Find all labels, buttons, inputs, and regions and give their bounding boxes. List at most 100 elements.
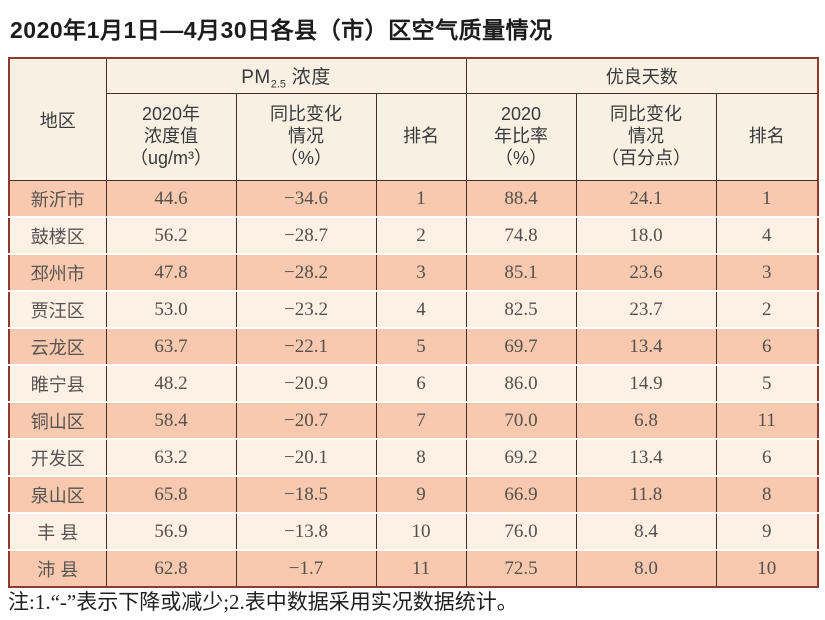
pm-value-cell: 58.4 bbox=[105, 401, 237, 439]
days-rank-cell: 6 bbox=[715, 327, 819, 365]
days-rate-cell: 66.9 bbox=[465, 475, 577, 513]
days-rate-cell: 82.5 bbox=[465, 290, 577, 328]
table-body: 新沂市 44.6 −34.6 1 88.4 24.1 1 鼓楼区 56.2 −28.7 2 74.8 1… bbox=[8, 180, 819, 587]
table-row: 云龙区 63.7 −22.1 5 69.7 13.4 6 bbox=[8, 327, 819, 365]
table-row: 铜山区 58.4 −20.7 7 70.0 6.8 11 bbox=[8, 401, 819, 439]
pm25-label-suffix: 浓度 bbox=[286, 66, 331, 88]
days-change-cell: 24.1 bbox=[575, 180, 717, 217]
pm25-label-subscript: 2.5 bbox=[270, 78, 287, 91]
table-row: 沛 县 62.8 −1.7 11 72.5 8.0 10 bbox=[8, 549, 819, 587]
pm-value-cell: 63.7 bbox=[105, 327, 237, 365]
days-rank-cell: 11 bbox=[715, 401, 819, 439]
header-group-good-days: 优良天数 bbox=[465, 58, 819, 94]
pm-change-cell: −20.1 bbox=[235, 438, 377, 476]
days-rate-cell: 69.7 bbox=[465, 327, 577, 365]
days-rate-cell: 85.1 bbox=[465, 253, 577, 291]
pm-change-cell: −1.7 bbox=[235, 549, 377, 587]
pm-value-cell: 56.9 bbox=[105, 512, 237, 550]
pm-change-cell: −23.2 bbox=[235, 290, 377, 328]
region-cell: 泉山区 bbox=[8, 475, 107, 513]
region-cell: 睢宁县 bbox=[8, 364, 107, 402]
pm25-label-prefix: PM bbox=[241, 66, 271, 88]
header-sub-row: 2020年 浓度值 （ug/m³） 同比变化 情况 （%） 排名 2020 年比… bbox=[9, 93, 819, 181]
footnote: 注:1.“-”表示下降或减少;2.表中数据采用实况数据统计。 bbox=[8, 590, 518, 614]
days-rank-cell: 4 bbox=[715, 216, 819, 254]
table-row: 贾汪区 53.0 −23.2 4 82.5 23.7 2 bbox=[8, 290, 819, 328]
pm-rank-cell: 2 bbox=[375, 216, 467, 254]
pm-value-cell: 53.0 bbox=[105, 290, 237, 328]
header-cell-pm-change: 同比变化 情况 （%） bbox=[235, 93, 377, 181]
days-change-cell: 6.8 bbox=[575, 401, 717, 439]
pm-rank-cell: 11 bbox=[375, 549, 467, 587]
pm-change-cell: −28.7 bbox=[235, 216, 377, 254]
days-change-cell: 14.9 bbox=[575, 364, 717, 402]
air-quality-table: 地区 PM2.5 浓度 优良天数 2020年 浓度值 （ug/m³） 同比变化 … bbox=[8, 57, 820, 588]
pm-change-cell: −22.1 bbox=[235, 327, 377, 365]
table-row: 开发区 63.2 −20.1 8 69.2 13.4 6 bbox=[8, 438, 819, 476]
pm-rank-cell: 10 bbox=[375, 512, 467, 550]
days-rate-cell: 70.0 bbox=[465, 401, 577, 439]
region-cell: 鼓楼区 bbox=[8, 216, 107, 254]
header-cell-pm-value: 2020年 浓度值 （ug/m³） bbox=[105, 93, 237, 181]
header-cell-region: 地区 bbox=[8, 58, 107, 181]
days-rank-cell: 3 bbox=[715, 253, 819, 291]
days-change-cell: 11.8 bbox=[575, 475, 717, 513]
days-change-cell: 13.4 bbox=[575, 438, 717, 476]
region-cell: 邳州市 bbox=[8, 253, 107, 291]
pm-rank-cell: 8 bbox=[375, 438, 467, 476]
table-row: 新沂市 44.6 −34.6 1 88.4 24.1 1 bbox=[8, 180, 819, 217]
pm-value-cell: 62.8 bbox=[105, 549, 237, 587]
table-row: 泉山区 65.8 −18.5 9 66.9 11.8 8 bbox=[8, 475, 819, 513]
table-row: 丰 县 56.9 −13.8 10 76.0 8.4 9 bbox=[8, 512, 819, 550]
days-change-cell: 13.4 bbox=[575, 327, 717, 365]
pm-rank-cell: 5 bbox=[375, 327, 467, 365]
table-row: 邳州市 47.8 −28.2 3 85.1 23.6 3 bbox=[8, 253, 819, 291]
pm-value-cell: 63.2 bbox=[105, 438, 237, 476]
pm-change-cell: −34.6 bbox=[235, 180, 377, 217]
days-rank-cell: 9 bbox=[715, 512, 819, 550]
days-change-cell: 8.0 bbox=[575, 549, 717, 587]
days-rank-cell: 10 bbox=[715, 549, 819, 587]
days-rate-cell: 74.8 bbox=[465, 216, 577, 254]
days-change-cell: 8.4 bbox=[575, 512, 717, 550]
pm-value-cell: 47.8 bbox=[105, 253, 237, 291]
pm-change-cell: −13.8 bbox=[235, 512, 377, 550]
region-cell: 贾汪区 bbox=[8, 290, 107, 328]
table-row: 睢宁县 48.2 −20.9 6 86.0 14.9 5 bbox=[8, 364, 819, 402]
pm-change-cell: −20.7 bbox=[235, 401, 377, 439]
header-cell-days-change: 同比变化 情况 （百分点） bbox=[575, 93, 717, 181]
days-rank-cell: 5 bbox=[715, 364, 819, 402]
pm-change-cell: −18.5 bbox=[235, 475, 377, 513]
days-rate-cell: 88.4 bbox=[465, 180, 577, 217]
pm-rank-cell: 7 bbox=[375, 401, 467, 439]
pm-value-cell: 56.2 bbox=[105, 216, 237, 254]
days-rate-cell: 76.0 bbox=[465, 512, 577, 550]
header-cell-days-rate: 2020 年比率 （%） bbox=[465, 93, 577, 181]
days-change-cell: 23.7 bbox=[575, 290, 717, 328]
pm-change-cell: −28.2 bbox=[235, 253, 377, 291]
header-cell-days-rank: 排名 bbox=[715, 93, 819, 181]
region-cell: 开发区 bbox=[8, 438, 107, 476]
pm-rank-cell: 3 bbox=[375, 253, 467, 291]
pm-rank-cell: 4 bbox=[375, 290, 467, 328]
days-change-cell: 18.0 bbox=[575, 216, 717, 254]
region-cell: 云龙区 bbox=[8, 327, 107, 365]
pm-value-cell: 65.8 bbox=[105, 475, 237, 513]
header-group-pm25: PM2.5 浓度 bbox=[105, 58, 467, 94]
days-rank-cell: 2 bbox=[715, 290, 819, 328]
header-cell-pm-rank: 排名 bbox=[375, 93, 467, 181]
days-rank-cell: 8 bbox=[715, 475, 819, 513]
pm-rank-cell: 9 bbox=[375, 475, 467, 513]
region-cell: 丰 县 bbox=[8, 512, 107, 550]
days-rate-cell: 69.2 bbox=[465, 438, 577, 476]
days-rate-cell: 86.0 bbox=[465, 364, 577, 402]
days-change-cell: 23.6 bbox=[575, 253, 717, 291]
pm-value-cell: 48.2 bbox=[105, 364, 237, 402]
region-cell: 沛 县 bbox=[8, 549, 107, 587]
table-row: 鼓楼区 56.2 −28.7 2 74.8 18.0 4 bbox=[8, 216, 819, 254]
days-rate-cell: 72.5 bbox=[465, 549, 577, 587]
pm-value-cell: 44.6 bbox=[105, 180, 237, 217]
pm-rank-cell: 1 bbox=[375, 180, 467, 217]
pm-change-cell: −20.9 bbox=[235, 364, 377, 402]
